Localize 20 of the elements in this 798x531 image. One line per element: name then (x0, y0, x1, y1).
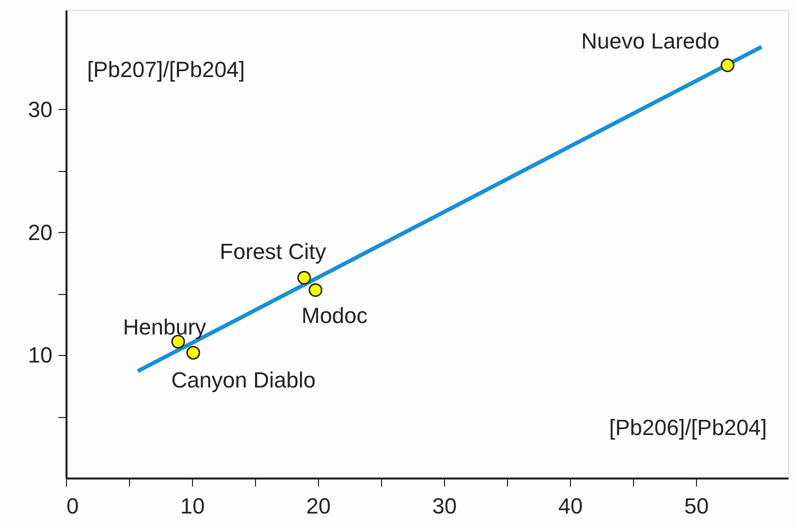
x-tick-label: 0 (66, 494, 79, 518)
annotation: Forest City (220, 238, 326, 264)
y-tick-label: 30 (28, 96, 52, 122)
point (720, 58, 734, 72)
y-tick-label: 10 (28, 342, 52, 368)
annotation: Modoc (301, 303, 368, 328)
point (297, 270, 312, 285)
y-tick-label: 20 (28, 220, 52, 245)
x-tick-label: 40 (558, 494, 583, 518)
x-tick-label: 50 (684, 494, 709, 518)
x-tick-label: 30 (432, 494, 457, 518)
annotation: Canyon Diablo (171, 368, 316, 393)
annotation: Henbury (122, 314, 206, 340)
point (186, 346, 200, 360)
y-axis-title: [Pb207]/[Pb204] (87, 57, 245, 82)
x-tick-label: 10 (180, 494, 205, 518)
point (308, 283, 322, 297)
annotation: Nuevo Laredo (581, 28, 720, 54)
x-tick-label: 20 (306, 494, 331, 518)
x-axis-title: [Pb206]/[Pb204] (609, 415, 767, 440)
